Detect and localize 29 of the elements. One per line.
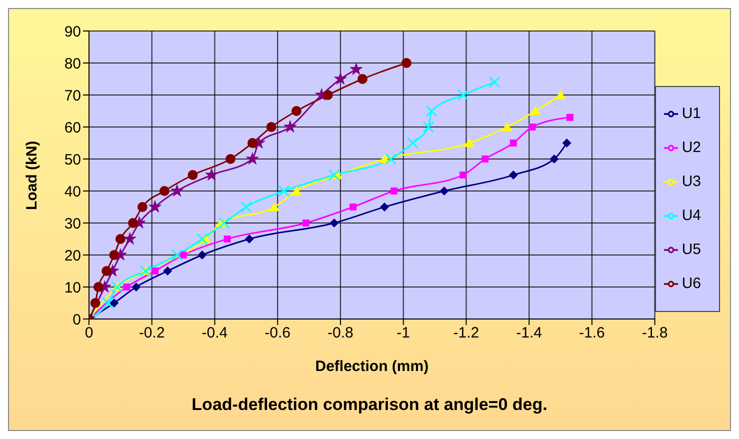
x-tick-label: -0.6 bbox=[264, 324, 291, 342]
y-tick-label: 10 bbox=[64, 279, 81, 296]
y-tick-label: 90 bbox=[64, 23, 81, 40]
x-tick-label: -1.8 bbox=[642, 324, 668, 342]
y-tick-label: 30 bbox=[64, 215, 81, 232]
legend-label: U3 bbox=[682, 173, 701, 190]
x-axis-title: Deflection (mm) bbox=[315, 358, 429, 375]
legend-label: U6 bbox=[682, 275, 701, 292]
text: Load-deflection comparison at angle=0 deg. bbox=[190, 395, 548, 415]
x-tick-label: 0 bbox=[84, 324, 94, 342]
y-tick-label: 70 bbox=[64, 87, 81, 104]
y-tick-label: 0 bbox=[72, 311, 81, 328]
legend-label: U2 bbox=[682, 139, 701, 156]
x-tick-label: -0.2 bbox=[138, 324, 165, 342]
y-tick-label: 60 bbox=[64, 119, 81, 136]
y-tick-label: 40 bbox=[64, 183, 81, 200]
legend-label: U5 bbox=[682, 241, 701, 258]
y-tick-label: 50 bbox=[64, 151, 81, 168]
y-axis-title: Load (kN) bbox=[23, 140, 40, 210]
x-tick-label: -1.2 bbox=[453, 324, 480, 342]
x-tick-label: -0.8 bbox=[328, 324, 354, 342]
y-tick-label: 20 bbox=[64, 247, 81, 264]
x-tick-label: -1.6 bbox=[579, 324, 605, 342]
y-tick-label: 80 bbox=[64, 55, 81, 72]
legend-label: U4 bbox=[682, 207, 701, 224]
x-tick-label: -1 bbox=[396, 324, 410, 342]
x-tick-label: -0.4 bbox=[202, 324, 228, 342]
legend-label: U1 bbox=[682, 105, 701, 122]
x-tick-label: -1.4 bbox=[516, 324, 542, 342]
